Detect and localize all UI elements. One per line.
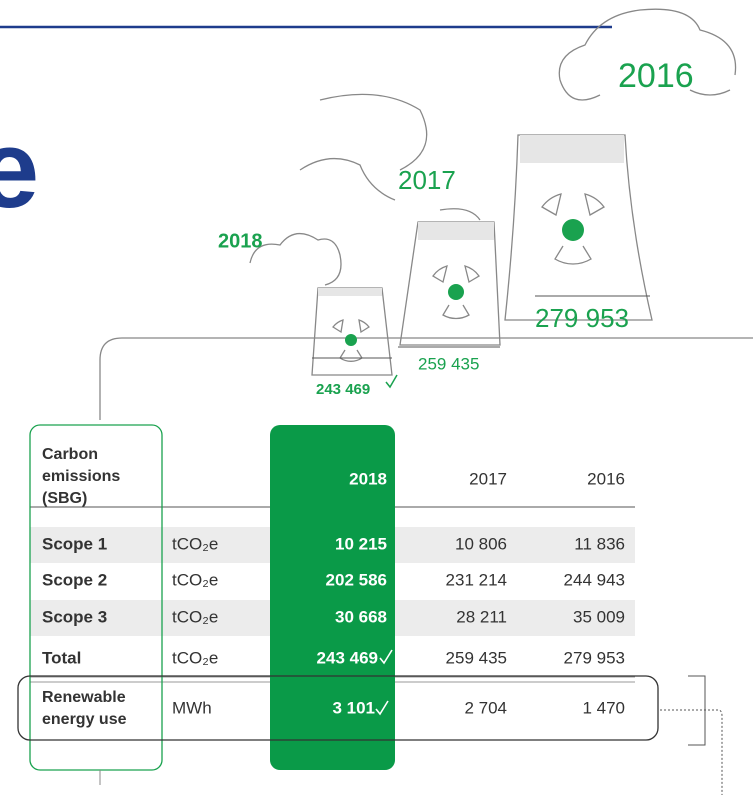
cell: 231 214 [446, 570, 507, 589]
cell: 35 009 [573, 607, 625, 626]
header-line: emissions [42, 468, 120, 485]
row-label: Scope 1 [42, 534, 107, 553]
header-line: Carbon [42, 446, 98, 463]
cell: 3 101 [332, 698, 375, 717]
row-label: Scope 3 [42, 607, 107, 626]
cell: 202 586 [326, 570, 387, 589]
cell: 30 668 [335, 607, 387, 626]
row-label: Renewable [42, 689, 126, 706]
cell: 11 836 [574, 534, 625, 553]
tower-year: 2017 [398, 165, 456, 195]
cell: 259 435 [446, 648, 507, 667]
tower-year: 2016 [618, 57, 694, 95]
year-header: 2016 [587, 469, 625, 488]
header-line: (SBG) [42, 490, 87, 507]
row-label: energy use [42, 711, 127, 728]
row-label: Scope 2 [42, 570, 107, 589]
cell: 10 806 [455, 534, 507, 553]
tower-value: 243 469 [316, 381, 370, 398]
cell: 244 943 [564, 570, 625, 589]
year-header: 2017 [469, 469, 507, 488]
heading-fragment: e [0, 108, 39, 231]
table: Carbon emissions (SBG) 2018 2017 2016 Scop… [17, 424, 723, 795]
row-label: Total [42, 648, 81, 667]
unit: MWh [172, 698, 212, 717]
table-header-label: Carbon emissions (SBG) [42, 446, 120, 507]
tower-value: 259 435 [418, 354, 479, 373]
cell: 2 704 [464, 698, 507, 717]
tower-value: 279 953 [535, 303, 629, 333]
cell: 28 211 [456, 607, 507, 626]
cell: 243 469 [317, 648, 378, 667]
cell: 10 215 [335, 534, 387, 553]
unit: tCO₂e [172, 648, 218, 667]
cell: 1 470 [582, 698, 625, 717]
illustration: 2018 2017 2016 243 469 259 435 279 953 [99, 8, 753, 420]
tower-year: 2018 [218, 230, 263, 252]
unit: tCO₂e [172, 607, 218, 626]
year-header: 2018 [349, 469, 387, 488]
unit: tCO₂e [172, 534, 218, 553]
cell: 279 953 [564, 648, 625, 667]
unit: tCO₂e [172, 570, 218, 589]
